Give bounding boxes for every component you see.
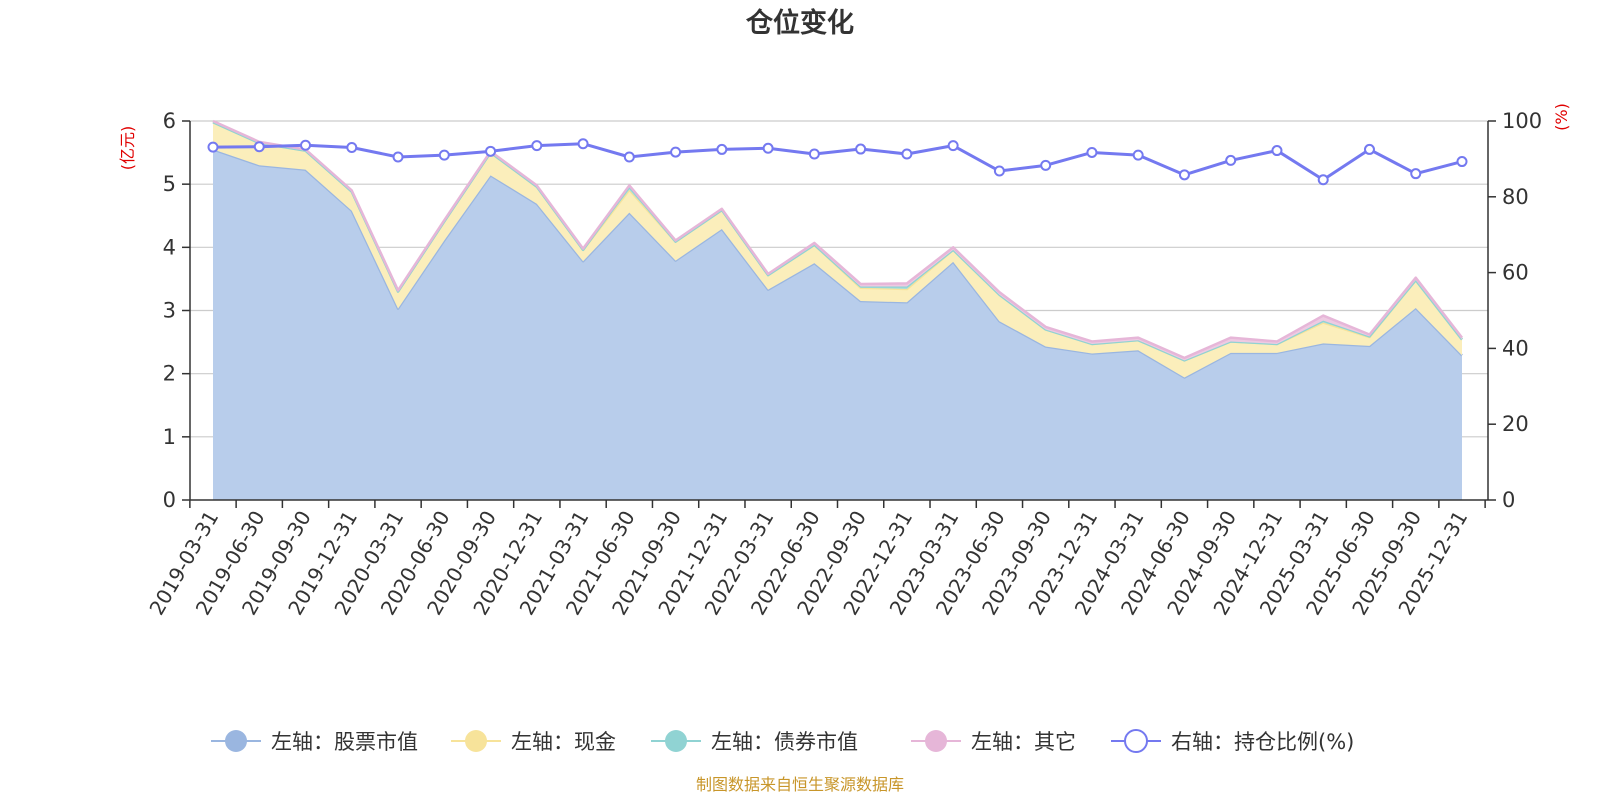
ratio-point [716, 143, 728, 155]
ratio-point [1040, 159, 1052, 171]
ratio-point [438, 149, 450, 161]
chart-title: 仓位变化 [745, 7, 854, 39]
ratio-point [253, 141, 265, 153]
ratio-point [947, 140, 959, 152]
ratio-point [1363, 143, 1375, 155]
left-tick-label: 0 [163, 488, 176, 512]
ratio-point [1132, 149, 1144, 161]
right-tick-label: 40 [1502, 336, 1529, 360]
right-tick-label: 80 [1502, 185, 1529, 209]
data-source-note: 制图数据来自恒生聚源数据库 [696, 775, 904, 794]
left-tick-label: 1 [163, 425, 176, 449]
ratio-point [1456, 156, 1468, 168]
ratio-point [531, 140, 543, 152]
ratio-point [762, 142, 774, 154]
ratio-point [577, 138, 589, 150]
right-tick-label: 0 [1502, 488, 1515, 512]
ratio-point [485, 145, 497, 157]
legend-label: 左轴：债券市值 [711, 730, 858, 754]
legend-item: 左轴：股票市值 [211, 730, 418, 754]
legend-item: 左轴：债券市值 [651, 730, 858, 754]
legend-label: 左轴：现金 [511, 730, 616, 754]
legend-label: 左轴：股票市值 [271, 730, 418, 754]
ratio-point [993, 165, 1005, 177]
left-tick-label: 3 [163, 299, 176, 323]
legend-marker [925, 730, 947, 752]
ratio-point [1225, 154, 1237, 166]
ratio-line [212, 142, 1463, 182]
position-ratio-line [207, 138, 1468, 186]
legend-item: 右轴：持仓比例(%) [1111, 729, 1354, 754]
left-tick-label: 6 [163, 109, 176, 133]
ratio-point [1410, 168, 1422, 180]
left-tick-label: 2 [163, 362, 176, 386]
legend-label: 右轴：持仓比例(%) [1171, 730, 1354, 754]
ratio-point [1317, 174, 1329, 186]
left-tick-label: 4 [163, 235, 176, 259]
legend-item: 左轴：现金 [451, 730, 616, 754]
area-edge-左轴：其它 [212, 119, 1463, 360]
ratio-point [855, 143, 867, 155]
legend: 左轴：股票市值 左轴：现金 左轴：债券市值 左轴：其它 右轴：持仓比例(%) [211, 729, 1354, 754]
right-tick-label: 60 [1502, 261, 1529, 285]
ratio-point [207, 141, 219, 153]
ratio-point [808, 148, 820, 160]
ratio-point [300, 139, 312, 151]
legend-marker [465, 730, 487, 752]
ratio-point [623, 151, 635, 163]
right-tick-label: 20 [1502, 412, 1529, 436]
legend-marker [665, 730, 687, 752]
ratio-point [346, 142, 358, 154]
stacked-areas [212, 119, 1463, 500]
left-tick-label: 5 [163, 172, 176, 196]
area-左轴：现金 [213, 122, 1462, 378]
ratio-point [901, 148, 913, 160]
ratio-point [1178, 169, 1190, 181]
legend-marker [225, 730, 247, 752]
right-tick-label: 100 [1502, 109, 1542, 133]
left-axis-unit: (亿元) [118, 126, 137, 171]
ratio-point [1271, 145, 1283, 157]
legend-marker [1124, 729, 1148, 753]
area-左轴：股票市值 [213, 149, 1462, 500]
ratio-point [1086, 146, 1098, 158]
right-axis-unit: (%) [1552, 103, 1571, 131]
legend-label: 左轴：其它 [971, 730, 1076, 754]
legend-item: 左轴：其它 [911, 730, 1076, 754]
ratio-point [392, 151, 404, 163]
ratio-point [670, 146, 682, 158]
